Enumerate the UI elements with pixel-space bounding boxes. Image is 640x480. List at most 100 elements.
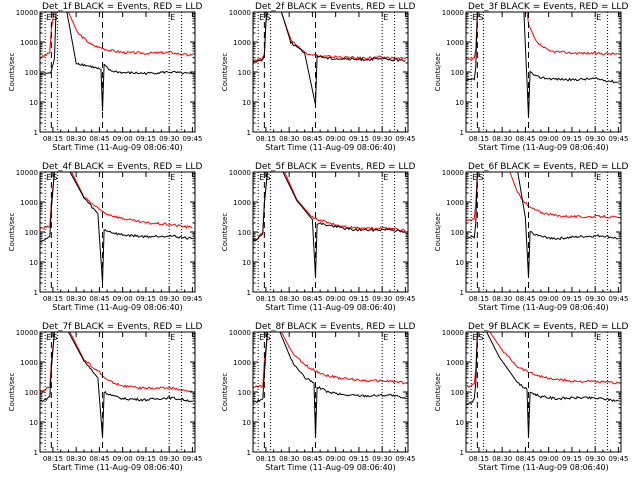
x-tick-label: 09:45 bbox=[395, 135, 415, 143]
x-axis-label: Start Time (11-Aug-09 08:06:40) bbox=[478, 303, 609, 312]
x-tick-label: 08:15 bbox=[256, 135, 276, 143]
y-tick-label: 10 bbox=[29, 419, 38, 427]
x-tick-label: 09:45 bbox=[395, 455, 415, 463]
y-tick-label: 100 bbox=[451, 69, 464, 77]
chart-title: Det_3f BLACK = Events, RED = LLD bbox=[468, 2, 628, 12]
x-tick-label: 08:15 bbox=[43, 455, 63, 463]
y-axis-label: Counts/sec bbox=[434, 213, 442, 252]
x-tick-label: 09:30 bbox=[159, 455, 179, 463]
x-axis-label: Start Time (11-Aug-09 08:06:40) bbox=[52, 143, 183, 152]
x-tick-label: 09:45 bbox=[608, 295, 628, 303]
x-tick-label: 09:00 bbox=[113, 295, 133, 303]
x-tick-label: 09:30 bbox=[585, 135, 605, 143]
event-marker-label: E bbox=[46, 13, 51, 22]
chart-title: Det_8f BLACK = Events, RED = LLD bbox=[255, 322, 415, 332]
x-tick-label: 09:15 bbox=[349, 295, 369, 303]
plot-frame bbox=[39, 171, 196, 293]
event-marker-label: E bbox=[596, 173, 601, 182]
event-marker-label: E bbox=[472, 333, 477, 342]
chart-title: Det_2f BLACK = Events, RED = LLD bbox=[255, 2, 415, 12]
event-marker-label: S bbox=[52, 333, 57, 342]
x-tick-label: 09:15 bbox=[136, 135, 156, 143]
lld-series-line bbox=[466, 12, 619, 61]
y-tick-label: 1000 bbox=[446, 39, 464, 47]
event-marker-label: E bbox=[170, 173, 175, 182]
x-tick-label: 09:00 bbox=[113, 135, 133, 143]
x-tick-label: 09:00 bbox=[539, 135, 559, 143]
y-tick-label: 100 bbox=[25, 69, 38, 77]
y-tick-label: 100 bbox=[451, 389, 464, 397]
event-marker-label: S bbox=[265, 333, 270, 342]
y-tick-label: 10 bbox=[455, 259, 464, 267]
x-tick-label: 08:15 bbox=[256, 295, 276, 303]
y-tick-label: 1 bbox=[460, 129, 464, 137]
x-axis-label: Start Time (11-Aug-09 08:06:40) bbox=[478, 463, 609, 472]
x-tick-label: 08:15 bbox=[469, 295, 489, 303]
x-tick-label: 08:45 bbox=[89, 295, 109, 303]
x-tick-label: 09:15 bbox=[136, 295, 156, 303]
event-marker-label: E bbox=[472, 13, 477, 22]
x-tick-label: 09:45 bbox=[182, 455, 202, 463]
event-marker-label: E bbox=[259, 173, 264, 182]
plot-frame bbox=[465, 171, 622, 293]
chart-title: Det_5f BLACK = Events, RED = LLD bbox=[255, 162, 415, 172]
y-axis-label: Counts/sec bbox=[8, 373, 16, 412]
y-tick-label: 10000 bbox=[16, 169, 38, 177]
x-tick-label: 08:45 bbox=[89, 455, 109, 463]
x-tick-label: 09:30 bbox=[585, 455, 605, 463]
x-tick-label: 09:30 bbox=[585, 295, 605, 303]
events-series-line bbox=[40, 172, 193, 284]
event-marker-label: E bbox=[472, 173, 477, 182]
event-marker-label: S bbox=[478, 173, 483, 182]
x-axis-label: Start Time (11-Aug-09 08:06:40) bbox=[265, 303, 396, 312]
y-axis-label: Counts/sec bbox=[221, 213, 229, 252]
x-tick-label: 09:00 bbox=[539, 295, 559, 303]
y-axis-label: Counts/sec bbox=[221, 53, 229, 92]
x-tick-label: 09:30 bbox=[159, 295, 179, 303]
lld-series-line bbox=[40, 12, 193, 59]
x-tick-label: 08:30 bbox=[492, 295, 512, 303]
lld-series-line bbox=[253, 12, 406, 62]
chart-title: Det_1f BLACK = Events, RED = LLD bbox=[42, 2, 202, 12]
y-tick-label: 10000 bbox=[442, 9, 464, 17]
y-tick-label: 10 bbox=[455, 99, 464, 107]
x-tick-label: 09:30 bbox=[159, 135, 179, 143]
y-axis-label: Counts/sec bbox=[8, 213, 16, 252]
y-tick-label: 100 bbox=[451, 229, 464, 237]
x-axis-label: Start Time (11-Aug-09 08:06:40) bbox=[52, 463, 183, 472]
y-tick-label: 10 bbox=[455, 419, 464, 427]
y-tick-label: 10000 bbox=[229, 169, 251, 177]
y-tick-label: 1000 bbox=[233, 39, 251, 47]
events-series-line bbox=[40, 12, 193, 112]
event-marker-label: E bbox=[259, 13, 264, 22]
lld-series-line bbox=[40, 172, 193, 230]
x-axis-label: Start Time (11-Aug-09 08:06:40) bbox=[265, 463, 396, 472]
x-tick-label: 08:45 bbox=[515, 295, 535, 303]
x-tick-label: 08:45 bbox=[515, 135, 535, 143]
x-tick-label: 08:30 bbox=[66, 295, 86, 303]
x-tick-label: 08:45 bbox=[302, 455, 322, 463]
x-tick-label: 09:15 bbox=[562, 135, 582, 143]
y-tick-label: 10000 bbox=[16, 9, 38, 17]
x-tick-label: 09:00 bbox=[326, 455, 346, 463]
x-tick-label: 09:30 bbox=[372, 135, 392, 143]
y-tick-label: 1 bbox=[34, 449, 38, 457]
plot-frame bbox=[39, 331, 196, 453]
y-tick-label: 1000 bbox=[233, 199, 251, 207]
plot-frame bbox=[252, 171, 409, 293]
y-tick-label: 10 bbox=[29, 99, 38, 107]
x-tick-label: 09:45 bbox=[395, 295, 415, 303]
x-tick-label: 08:45 bbox=[302, 135, 322, 143]
x-tick-label: 09:15 bbox=[562, 295, 582, 303]
x-tick-label: 09:15 bbox=[349, 135, 369, 143]
lld-series-line bbox=[253, 332, 406, 389]
y-axis-label: Counts/sec bbox=[434, 373, 442, 412]
y-tick-label: 10000 bbox=[442, 169, 464, 177]
y-axis-label: Counts/sec bbox=[8, 53, 16, 92]
x-tick-label: 08:30 bbox=[66, 135, 86, 143]
x-axis-label: Start Time (11-Aug-09 08:06:40) bbox=[478, 143, 609, 152]
